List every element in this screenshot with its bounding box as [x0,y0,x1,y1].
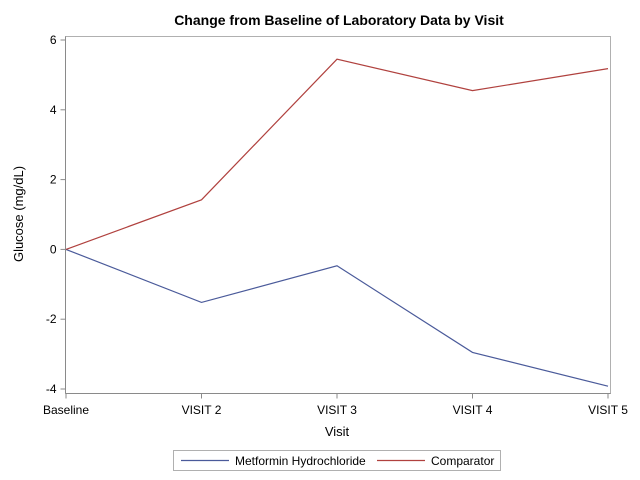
x-tick-label: VISIT 4 [453,403,493,417]
y-axis-ticks: -4 -2 0 2 4 6 [46,33,66,396]
y-tick-label: -4 [46,382,57,396]
y-tick-label: -2 [46,312,57,326]
legend: Metformin Hydrochloride Comparator [173,450,501,471]
x-tick-label: VISIT 5 [588,403,628,417]
series-line-comparator [65,58,609,250]
y-tick-label: 0 [50,242,57,256]
x-tick-label: VISIT 2 [182,403,222,417]
legend-label: Comparator [431,454,494,468]
plot-frame [65,36,611,394]
series-lines [65,58,609,387]
y-tick-label: 6 [50,33,57,47]
chart-title: Change from Baseline of Laboratory Data … [174,12,504,28]
legend-label: Metformin Hydrochloride [235,454,366,468]
x-axis-ticks: Baseline VISIT 2 VISIT 3 VISIT 4 VISIT 5 [43,393,628,417]
x-tick-label: VISIT 3 [317,403,357,417]
x-tick-label: Baseline [43,403,89,417]
y-tick-label: 2 [50,173,57,187]
x-axis-label: Visit [325,424,350,439]
plot-area: -4 -2 0 2 4 6 Baseline VISIT 2 VISIT 3 VISIT 4 VI… [43,33,628,417]
y-axis-label: Glucose (mg/dL) [11,166,26,262]
series-line-metformin [65,248,609,387]
legend-frame [173,450,501,471]
legend-items: Metformin Hydrochloride Comparator [181,454,494,468]
y-tick-label: 4 [50,103,57,117]
